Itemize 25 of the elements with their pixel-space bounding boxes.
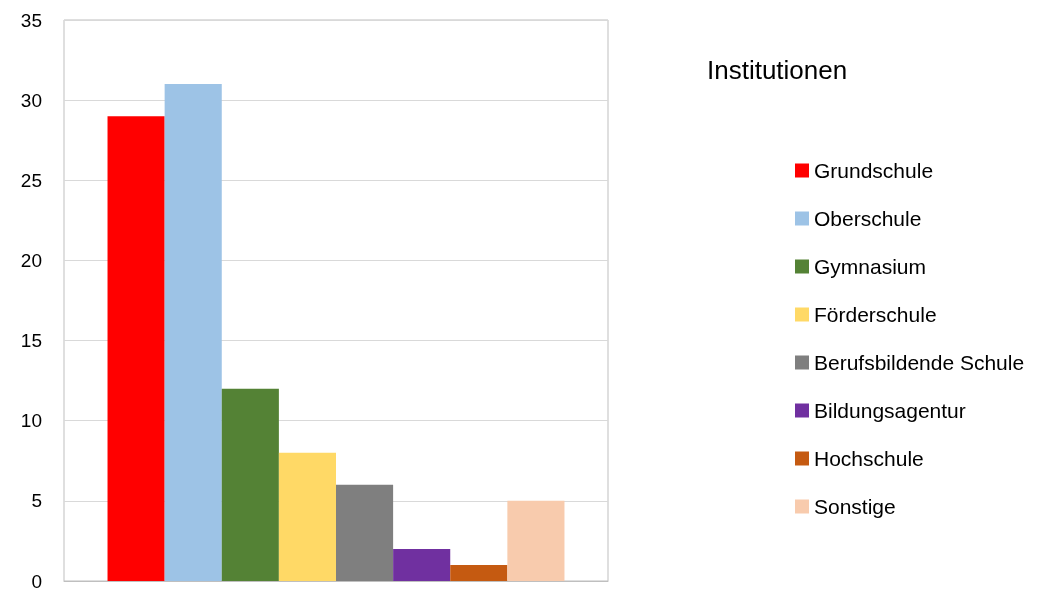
legend-label: Bildungsagentur [814,399,966,422]
legend-label: Gymnasium [814,255,927,278]
bar [507,500,565,581]
legend-label: Förderschule [814,303,937,326]
bar [164,84,222,581]
bar [393,548,451,581]
bar [221,388,279,581]
y-tick-label: 10 [20,410,42,432]
legend-label: Sonstige [814,495,896,518]
bar [107,116,165,581]
bar [336,484,394,581]
bar [278,452,336,581]
y-tick-label: 35 [20,9,42,31]
y-tick-label: 15 [20,330,42,352]
legend-title: Institutionen [707,55,848,85]
y-tick-label: 25 [20,169,42,191]
legend-label: Berufsbildende Schule [814,351,1025,374]
y-tick-label: 20 [20,249,42,271]
legend-label: Oberschule [814,207,922,230]
legend-label: Grundschule [814,159,934,182]
y-tick-label: 5 [31,490,42,512]
legend-label: Hochschule [814,447,924,470]
y-tick-label: 30 [20,89,42,111]
y-tick-label: 0 [31,570,42,592]
bar [450,564,508,581]
